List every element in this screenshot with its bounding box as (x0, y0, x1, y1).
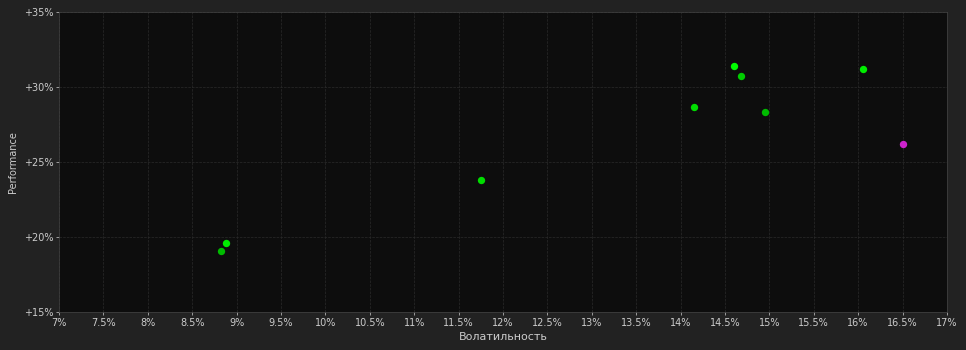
Y-axis label: Performance: Performance (9, 131, 18, 193)
Point (895, 141, 910, 147)
Point (757, 109, 773, 115)
Point (213, 248, 228, 253)
Point (733, 73, 749, 79)
Point (686, 104, 701, 110)
Point (218, 240, 234, 246)
Point (473, 177, 489, 183)
X-axis label: Волатильность: Волатильность (459, 332, 548, 342)
Point (855, 66, 870, 72)
Point (726, 63, 742, 68)
